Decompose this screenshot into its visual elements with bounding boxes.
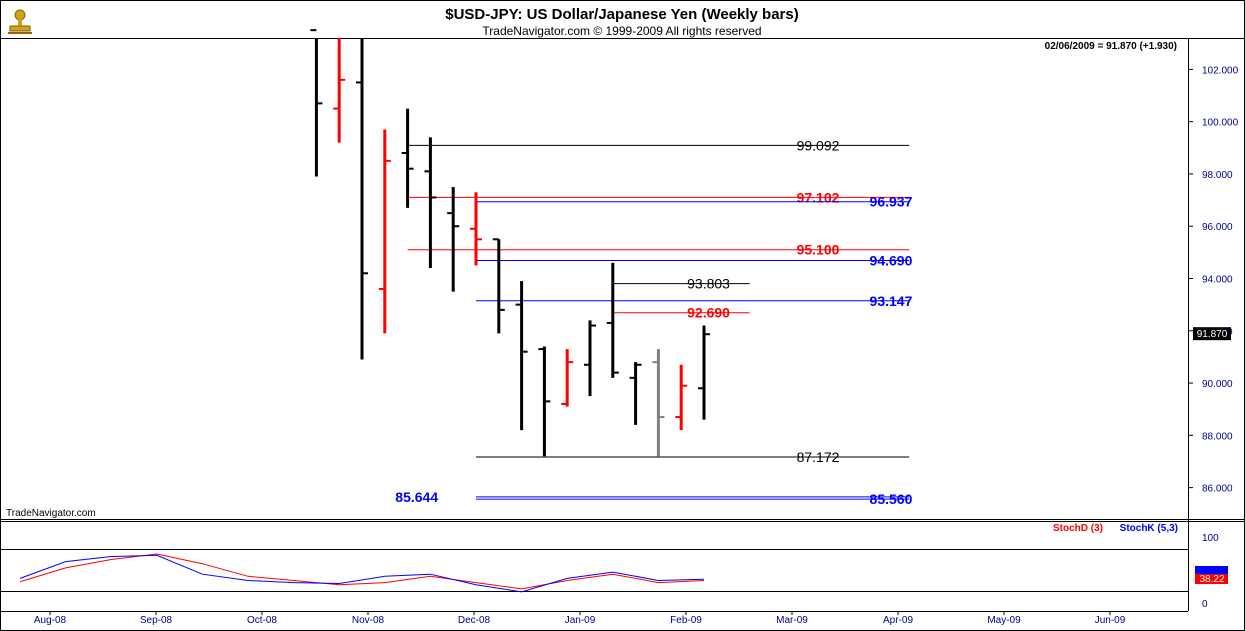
date-tick-label: Apr-09 [883,615,913,626]
date-tick-label: Jun-09 [1095,615,1126,626]
price-tick-label: 100.000 [1202,118,1239,129]
price-tick-label: 98.000 [1202,170,1233,181]
date-tick-label: Jan-09 [565,615,596,626]
stoch-tick-0: 0 [1202,599,1208,610]
last-price-badge: 91.870 [1193,327,1231,341]
price-panel [1,38,1245,611]
stochd-line [19,553,705,590]
stochastic-panel: StochD (3) StochK (5,3) 100 50 0 38.22 [1,523,1228,610]
price-tick-label: 90.000 [1202,379,1233,390]
date-tick-label: Feb-09 [670,615,702,626]
date-tick-label: May-09 [987,615,1021,626]
level-label: 94.690 [870,252,913,268]
date-tick-label: Sep-08 [140,615,173,626]
price-tick-label: 88.000 [1202,431,1233,442]
level-label: 97.102 [797,189,840,205]
level-label: 99.092 [797,137,840,153]
chart-title: $USD-JPY: US Dollar/Japanese Yen (Weekly… [445,6,798,23]
watermark: TradeNavigator.com [6,508,96,519]
stoch-tick-100: 100 [1202,533,1219,544]
fib-levels: 99.092 97.102 96.937 95.100 94.690 93.803 93.1… [395,137,912,507]
date-tick-label: Nov-08 [352,615,385,626]
price-tick-label: 94.000 [1202,275,1233,286]
price-tick-label: 102.000 [1202,65,1239,76]
stochastic-lines [19,553,705,593]
level-label: 87.172 [797,449,840,465]
price-tick-label: 96.000 [1202,222,1233,233]
date-tick-label: Dec-08 [458,615,491,626]
svg-text:91.870: 91.870 [1197,329,1228,340]
level-label: 95.100 [797,242,840,258]
level-label: 85.644 [395,489,438,505]
level-label: 96.937 [870,194,913,210]
price-tick-label: 86.000 [1202,484,1233,495]
stoch-value-badge: 38.22 [1199,574,1224,585]
date-tick-label: Oct-08 [247,615,277,626]
stochk-legend: StochK (5,3) [1120,523,1178,534]
quote-readout: 02/06/2009 = 91.870 (+1.930) [1045,41,1177,52]
date-tick-label: Aug-08 [34,615,67,626]
ohlc-bars [310,29,710,457]
level-label: 93.803 [687,276,730,292]
tradenavigator-logo-icon [6,6,34,36]
level-label: 85.560 [870,491,913,507]
stochk-line [19,554,705,593]
stochd-legend: StochD (3) [1053,523,1103,534]
date-tick-label: Mar-09 [776,615,808,626]
level-label: 93.147 [870,293,913,309]
date-axis: Aug-08 Sep-08 Oct-08 Nov-08 Dec-08 Jan-09 Feb-… [34,611,1126,626]
chart-subtitle: TradeNavigator.com © 1999-2009 All right… [482,24,761,38]
level-label: 92.690 [687,305,730,321]
